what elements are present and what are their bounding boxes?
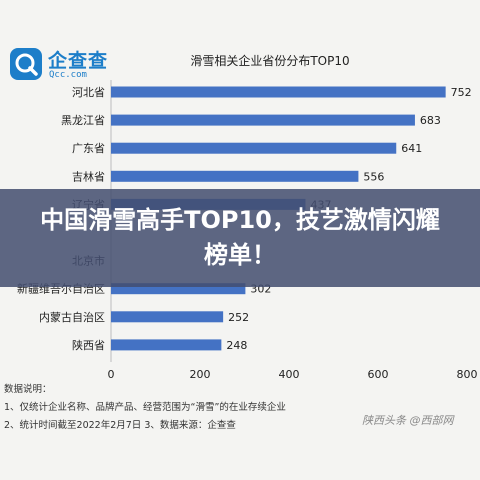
bar — [111, 170, 359, 182]
notes-heading: 数据说明： — [4, 384, 52, 395]
notes-line-2: 2、统计时间截至2022年2月7日 3、数据来源：企查查 — [4, 420, 236, 431]
headline-text: 中国滑雪高手TOP10，技艺激情闪耀榜单！ — [40, 206, 440, 269]
category-label: 广东省 — [72, 142, 105, 155]
category-label: 内蒙古自治区 — [39, 310, 105, 324]
bar — [111, 114, 415, 126]
data-notes: 数据说明： 1、仅统计企业名称、品牌产品、经营范围为“滑雪”的在业存续企业 2、… — [4, 381, 286, 435]
value-label: 683 — [420, 114, 441, 127]
category-label: 吉林省 — [72, 169, 105, 183]
headline-banner: 中国滑雪高手TOP10，技艺激情闪耀榜单！ — [0, 189, 480, 287]
value-label: 252 — [228, 311, 249, 324]
qcc-logo: 企查查 Qcc.com — [10, 46, 109, 86]
watermark: 陕西头条 @西部网 — [362, 414, 454, 427]
notes-line-1: 1、仅统计企业名称、品牌产品、经营范围为“滑雪”的在业存续企业 — [4, 402, 286, 413]
bar — [111, 86, 446, 98]
value-label: 641 — [401, 142, 422, 155]
logo-domain: Qcc.com — [49, 70, 87, 80]
bar — [111, 283, 246, 295]
category-label: 陕西省 — [72, 338, 105, 352]
x-tick-label: 400 — [279, 368, 300, 381]
chart-title: 滑雪相关企业省份分布TOP10 — [190, 54, 350, 68]
value-label: 248 — [226, 339, 247, 352]
logo-name: 企查查 — [48, 50, 109, 72]
value-label: 752 — [451, 86, 472, 99]
bar — [111, 339, 222, 351]
category-label: 河北省 — [72, 86, 105, 99]
category-label: 黑龙江省 — [61, 114, 105, 127]
x-tick-label: 200 — [190, 368, 211, 381]
value-label: 556 — [363, 170, 384, 183]
bar — [111, 311, 224, 323]
x-tick-label: 600 — [368, 368, 389, 381]
qcc-logo-icon — [10, 48, 42, 80]
bar — [111, 142, 397, 154]
x-tick-label: 800 — [457, 368, 478, 381]
x-tick-label: 0 — [108, 368, 115, 381]
